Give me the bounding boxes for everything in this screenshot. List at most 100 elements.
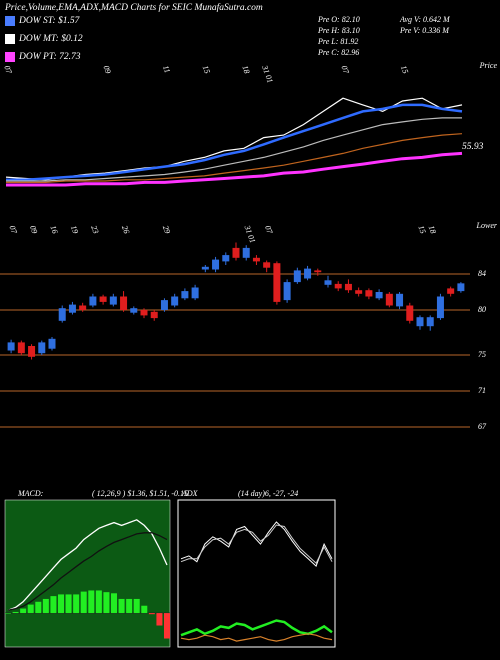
series-line xyxy=(6,133,463,183)
panel-background xyxy=(177,499,336,648)
series-line xyxy=(180,524,333,565)
x-tick-label: 07 xyxy=(2,64,14,76)
histogram-bar xyxy=(141,605,148,614)
candle-body xyxy=(28,346,36,357)
candle-body xyxy=(375,292,383,299)
candle-body xyxy=(130,308,138,313)
candle-body xyxy=(242,247,250,258)
series-line xyxy=(5,97,463,181)
candle-body xyxy=(99,296,107,302)
y-tick-label: 84 xyxy=(478,269,486,278)
candle-body xyxy=(212,259,220,270)
histogram-bar xyxy=(156,613,163,626)
candle-body xyxy=(150,311,158,319)
candle-body xyxy=(7,342,15,351)
candle-body xyxy=(324,280,332,285)
candle-body xyxy=(314,270,322,273)
histogram-bar xyxy=(103,592,110,614)
histogram-bar xyxy=(50,596,57,614)
x-tick-label: 07 xyxy=(7,224,19,236)
series-line xyxy=(6,151,463,187)
candle-body xyxy=(406,305,414,321)
y-tick-label: 71 xyxy=(478,386,486,395)
histogram-bar xyxy=(80,591,87,614)
series-line xyxy=(6,117,462,182)
candle-body xyxy=(457,283,465,292)
candle-body xyxy=(191,287,199,299)
histogram-bar xyxy=(133,598,140,614)
histogram-bar xyxy=(118,598,125,614)
x-tick-label: 09 xyxy=(102,64,113,75)
x-tick-label: 23 xyxy=(89,224,100,235)
legend-swatch xyxy=(5,34,15,44)
candle-body xyxy=(436,296,444,319)
candle-body xyxy=(426,317,434,327)
x-tick-label: 18 xyxy=(427,224,438,235)
histogram-bar xyxy=(126,598,133,614)
candle-body xyxy=(385,293,393,306)
stat-label: Pre L: 81.92 xyxy=(317,37,358,46)
price-annotation: 55.93 xyxy=(462,142,484,152)
x-tick-label: 26 xyxy=(120,224,131,235)
panel-subtitle: ( 12,26,9 ) $1.36, $1.51, -0.15 xyxy=(92,489,188,498)
candle-body xyxy=(89,296,97,306)
x-tick-label: 19 xyxy=(69,224,80,235)
candle-body xyxy=(283,282,291,301)
legend-label: DOW PT: 72.73 xyxy=(18,52,81,62)
series-line xyxy=(180,633,333,642)
histogram-bar xyxy=(65,594,72,614)
candle-body xyxy=(38,342,46,354)
candle-body xyxy=(201,266,209,270)
y-tick-label: 67 xyxy=(478,422,487,431)
stat-label: Pre H: 83.10 xyxy=(317,26,360,35)
panel-subtitle: (14 day)6, -27, -24 xyxy=(238,489,298,498)
candle-body xyxy=(109,296,117,305)
histogram-bar xyxy=(5,613,11,614)
x-tick-label: 29 xyxy=(161,224,172,235)
candle-body xyxy=(58,308,66,321)
histogram-bar xyxy=(27,604,34,614)
panel-title: MACD: xyxy=(17,489,44,498)
legend-label: DOW MT: $0.12 xyxy=(18,33,83,44)
candle-body xyxy=(222,255,230,262)
histogram-bar xyxy=(58,594,64,614)
candle-body xyxy=(365,290,373,297)
x-tick-label: 16 xyxy=(48,224,59,235)
histogram-bar xyxy=(88,590,95,614)
candle-body xyxy=(232,247,240,258)
x-tick-label: 07 xyxy=(339,64,351,76)
candle-body xyxy=(17,342,25,354)
x-tick-label: 07 xyxy=(263,224,275,236)
panel-title: ADX xyxy=(181,489,199,498)
candle-body xyxy=(344,283,352,291)
candle-body xyxy=(447,288,455,294)
candle-body xyxy=(120,296,128,310)
candle-body xyxy=(48,338,56,349)
candle-body xyxy=(160,300,168,310)
x-tick-label: 15 xyxy=(201,64,212,75)
series-line xyxy=(7,519,168,611)
histogram-bar xyxy=(35,601,42,614)
candle-body xyxy=(79,305,87,310)
candle-body xyxy=(263,262,271,268)
candle-body xyxy=(304,268,312,279)
stat-label: Pre O: 82.10 xyxy=(317,15,360,24)
page-title: Price,Volume,EMA,ADX,MACD Charts for SEI… xyxy=(4,2,263,13)
stat-label: Pre C: 82.96 xyxy=(317,48,359,57)
candle-body xyxy=(252,257,260,262)
x-tick-label: 15 xyxy=(416,224,427,235)
histogram-bar xyxy=(164,613,170,639)
x-tick-label: 15 xyxy=(399,64,410,75)
histogram-bar xyxy=(95,590,102,614)
legend-label: DOW ST: $1.57 xyxy=(18,15,81,26)
x-tick-label: 31 01 xyxy=(260,63,275,84)
stat-label: Pre V: 0.336 M xyxy=(399,26,450,35)
candle-body xyxy=(416,317,424,327)
candle-body xyxy=(68,304,76,313)
series-line xyxy=(7,532,168,611)
candle-body xyxy=(273,263,281,302)
candle-body xyxy=(171,296,179,306)
candle-body xyxy=(355,290,363,294)
